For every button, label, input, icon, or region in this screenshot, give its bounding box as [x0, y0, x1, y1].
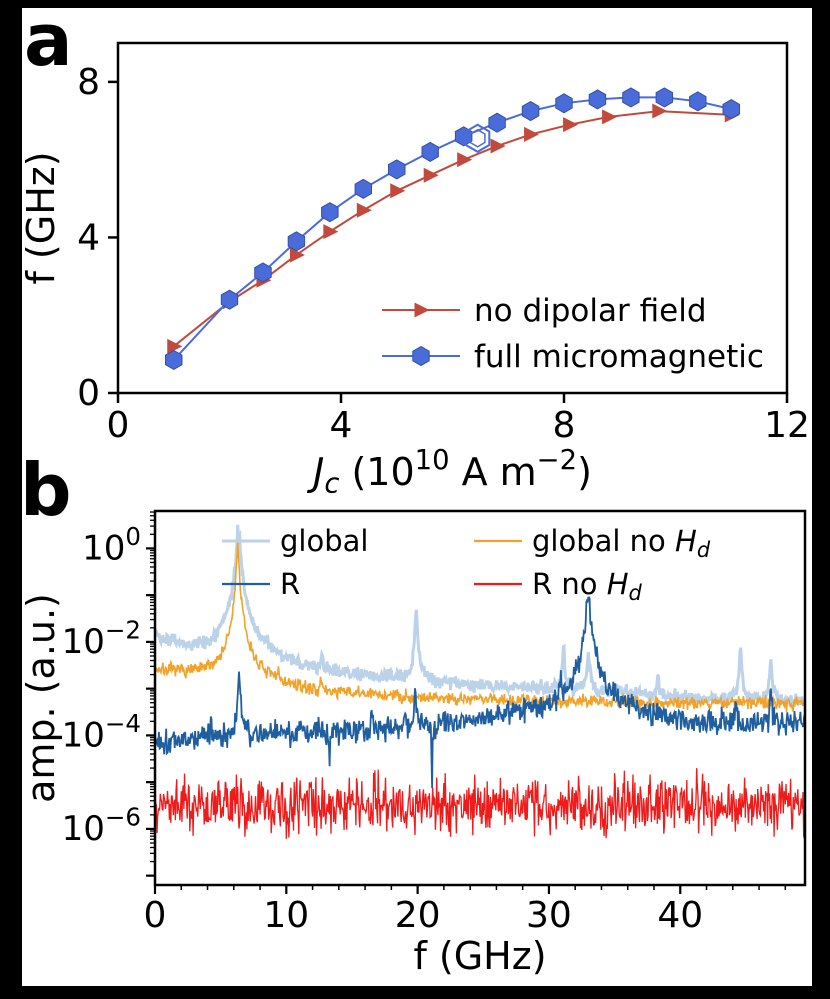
panel-a-label: a [24, 0, 73, 82]
svg-text:10−6: 10−6 [62, 803, 141, 849]
svg-text:4: 4 [330, 405, 353, 446]
panel-b: 0 10 20 30 40 100 10−2 10−4 10−6 f (GHz) amp. (a.u… [22, 497, 812, 986]
series-no-dipolar-field-markers [167, 103, 740, 354]
legend-label-global-no-hd: global no Hd [532, 524, 711, 562]
panel-a: 0 4 8 12 0 4 8 Jc (1010 A m−2) f (GHz) no dipolar… [22, 8, 812, 497]
svg-text:30: 30 [526, 895, 572, 936]
panel-b-label: b [20, 448, 72, 532]
svg-text:10−2: 10−2 [62, 616, 141, 662]
svg-text:12: 12 [764, 405, 810, 446]
svg-text:0: 0 [77, 373, 100, 414]
legend-label-full-micromagnetic: full micromagnetic [474, 339, 764, 375]
legend-label-r-no-hd: R no Hd [532, 567, 643, 605]
svg-text:0: 0 [107, 405, 130, 446]
svg-text:100: 100 [82, 522, 141, 568]
panel-b-axis-labels: f (GHz) amp. (a.u.) [22, 593, 547, 978]
svg-text:20: 20 [395, 895, 441, 936]
svg-text:f (GHz): f (GHz) [413, 934, 546, 978]
legend-label-r: R [280, 567, 300, 601]
series-full-micromagnetic-markers [165, 87, 740, 370]
series-r-no-hd [155, 768, 806, 839]
panel-a-series [165, 87, 740, 370]
svg-text:8: 8 [77, 62, 100, 103]
svg-text:f (GHz): f (GHz) [22, 151, 63, 284]
legend-label-no-dipolar-field: no dipolar field [474, 293, 707, 329]
svg-text:8: 8 [553, 405, 576, 446]
panel-a-axis-labels: Jc (1010 A m−2) f (GHz) [22, 151, 592, 497]
panel-b-x-ticks: 0 10 20 30 40 [144, 885, 787, 936]
series-global-no-hd [154, 541, 806, 712]
panel-a-x-ticks: 0 4 8 12 [107, 393, 810, 446]
svg-text:0: 0 [144, 895, 167, 936]
series-r [154, 596, 806, 789]
panel-b-series [154, 524, 807, 839]
svg-text:amp. (a.u.): amp. (a.u.) [22, 593, 63, 803]
panel-b-chart: 0 10 20 30 40 100 10−2 10−4 10−6 f (GHz) amp. (a.u… [22, 509, 807, 978]
panel-a-legend: no dipolar field full micromagnetic [382, 293, 764, 375]
svg-text:Jc (1010 A m−2): Jc (1010 A m−2) [306, 445, 592, 497]
panel-b-y-ticks: 100 10−2 10−4 10−6 [62, 511, 155, 877]
panel-a-axes [116, 41, 789, 395]
panel-a-y-ticks: 0 4 8 [77, 62, 118, 414]
svg-text:10−4: 10−4 [62, 709, 141, 755]
svg-text:40: 40 [657, 895, 703, 936]
series-global [154, 524, 807, 708]
panel-b-axes [153, 509, 807, 887]
svg-text:10: 10 [263, 895, 309, 936]
open-hexagon-marker [464, 123, 491, 153]
legend-label-global: global [280, 524, 368, 558]
svg-text:4: 4 [77, 217, 100, 258]
